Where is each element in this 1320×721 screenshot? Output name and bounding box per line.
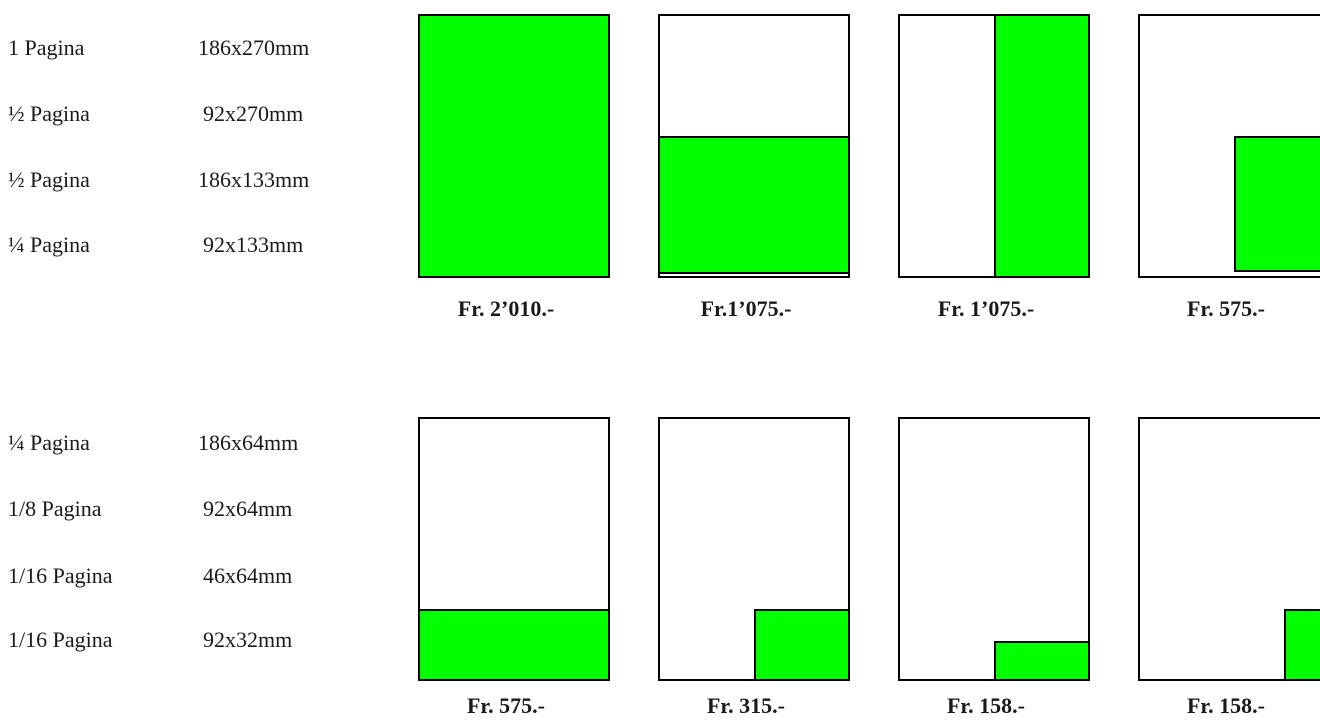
price-label: Fr. 1’075.-: [937, 296, 1035, 321]
ad-area: [1234, 136, 1320, 272]
ad-area: [994, 641, 1088, 679]
layout-diagram-eighth: [658, 417, 850, 681]
price-label: Fr. 2’010.-: [457, 296, 555, 321]
ad-area: [660, 136, 848, 272]
size-dims: 92x270mm: [203, 101, 304, 126]
size-label: ½ Pagina: [8, 167, 90, 192]
ad-area: [1284, 609, 1320, 679]
layout-diagram-sixteenth-wide: [898, 417, 1090, 681]
layout-diagram-quarter: [1138, 14, 1320, 278]
size-dims: 92x32mm: [203, 627, 293, 652]
ad-area: [994, 16, 1088, 276]
size-label: ½ Pagina: [8, 101, 90, 126]
size-label: 1/16 Pagina: [8, 563, 113, 588]
size-dims: 186x133mm: [198, 167, 310, 192]
price-label: Fr. 158.-: [1186, 693, 1265, 718]
size-dims: 92x133mm: [203, 232, 304, 257]
size-label: 1/16 Pagina: [8, 627, 113, 652]
price-label: Fr. 315.-: [706, 693, 785, 718]
size-dims: 186x270mm: [198, 35, 310, 60]
ad-area: [420, 16, 608, 276]
size-dims: 92x64mm: [203, 496, 293, 521]
size-label: 1/8 Pagina: [8, 496, 102, 521]
size-dims: 46x64mm: [203, 563, 293, 588]
price-label: Fr. 575.-: [466, 693, 545, 718]
price-label: Fr. 158.-: [946, 693, 1025, 718]
layout-diagram-sixteenth-tall: [1138, 417, 1320, 681]
size-label: ¼ Pagina: [8, 430, 90, 455]
price-label: Fr. 575.-: [1186, 296, 1265, 321]
price-label: Fr.1’075.-: [700, 296, 792, 321]
layout-diagram-full-page: [418, 14, 610, 278]
size-label: 1 Pagina: [8, 35, 85, 60]
divider-line: [660, 272, 848, 274]
ad-area: [754, 609, 848, 679]
ad-area: [420, 609, 608, 679]
size-dims: 186x64mm: [198, 430, 299, 455]
layout-diagram-half-horizontal: [658, 14, 850, 278]
size-label: ¼ Pagina: [8, 232, 90, 257]
layout-diagram-half-vertical: [898, 14, 1090, 278]
layout-diagram-quarter-strip: [418, 417, 610, 681]
